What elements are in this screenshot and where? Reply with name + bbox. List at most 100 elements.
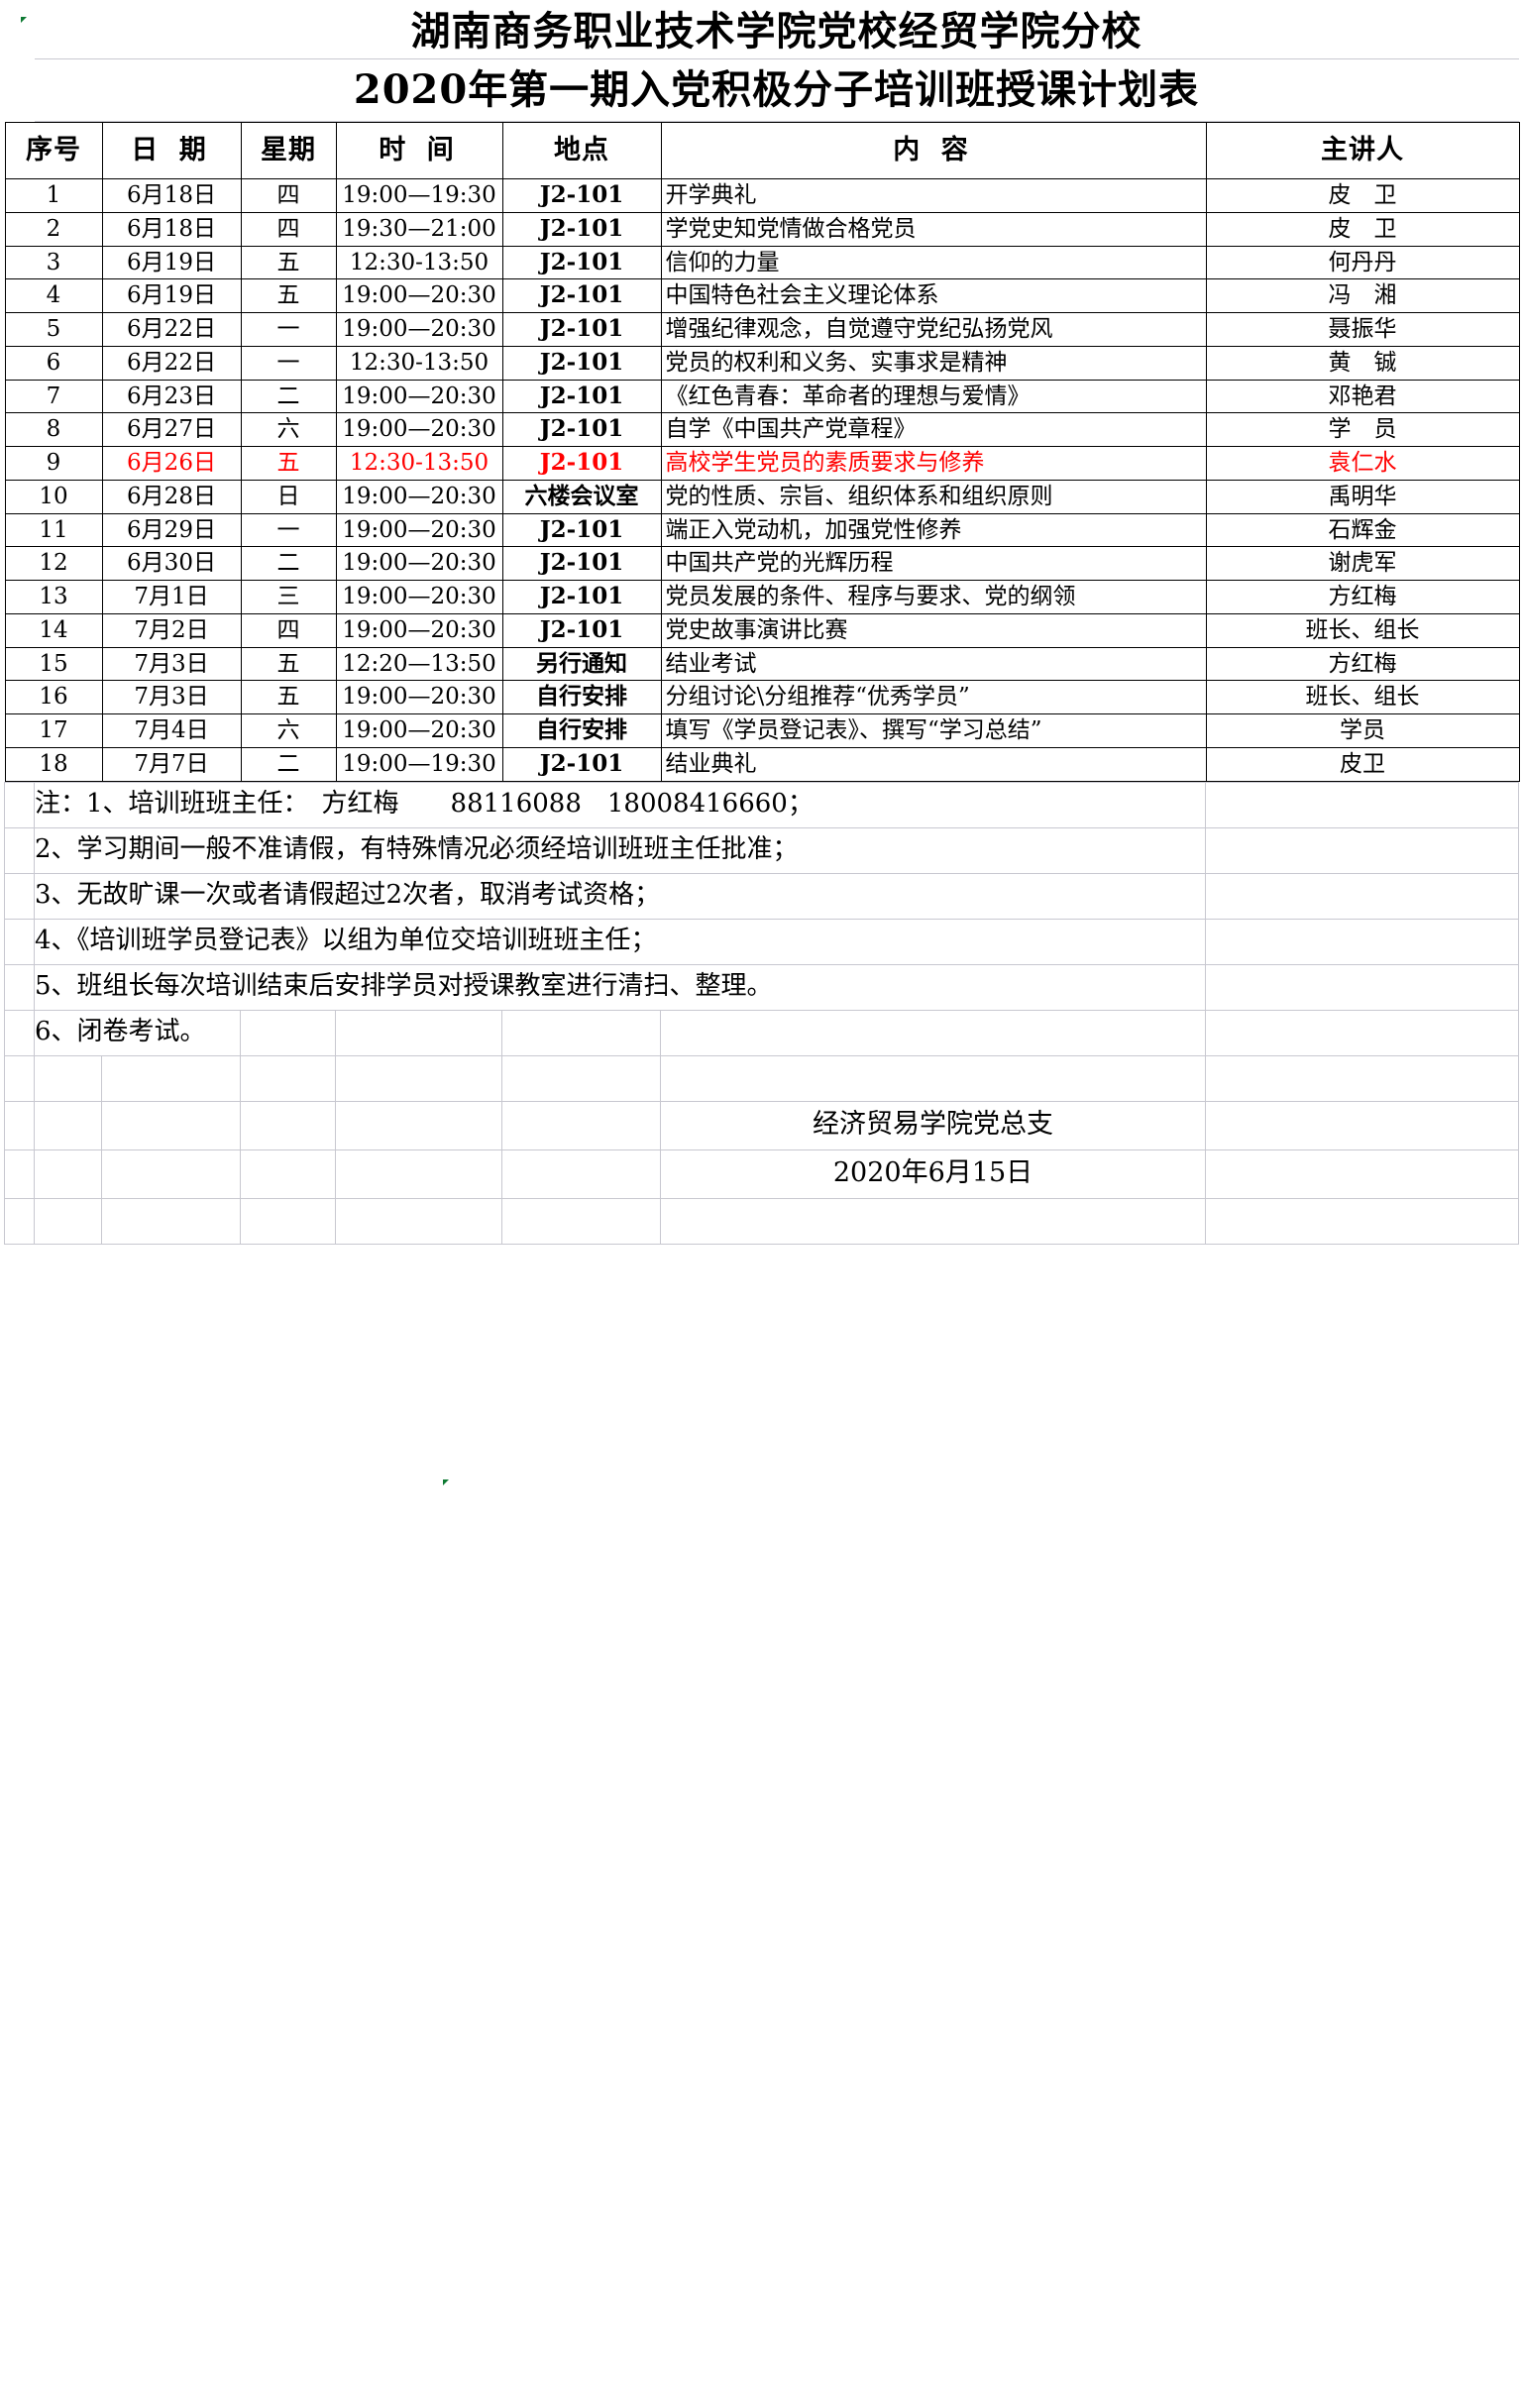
cell-content: 结业典礼 bbox=[660, 746, 1207, 782]
cell-date: 6月27日 bbox=[101, 412, 242, 447]
table-row: 7 6月23日二 19:00—20:30 J2-101 《红色青春：革命者的理想与爱情》… bbox=[4, 379, 1520, 414]
blank-cell bbox=[660, 1197, 1206, 1245]
cell-weekday: 一 bbox=[240, 312, 337, 347]
footer-row-date: 2020年6月15日 bbox=[4, 1149, 1520, 1199]
cell-speaker: 学员 bbox=[1205, 713, 1520, 748]
cell-content: 党的性质、宗旨、组织体系和组织原则 bbox=[660, 479, 1207, 514]
cell-content: 端正入党动机，加强党性修养 bbox=[660, 512, 1207, 548]
cell-speaker: 方红梅 bbox=[1205, 646, 1520, 682]
cell-serial-number: 9 bbox=[4, 446, 103, 481]
cell-date: 6月30日 bbox=[101, 546, 242, 581]
cell-serial-number: 13 bbox=[4, 580, 103, 614]
blank-row bbox=[4, 1197, 1520, 1245]
cell-time: 19:00—20:30 bbox=[335, 580, 503, 614]
table-row: 1 6月18日四 19:00—19:30 J2-101 开学典礼皮 卫 bbox=[4, 178, 1520, 213]
cell-time: 19:00—19:30 bbox=[335, 178, 503, 213]
cell-date: 6月28日 bbox=[101, 479, 242, 514]
cell-place: J2-101 bbox=[501, 580, 662, 614]
cell-time: 12:30-13:50 bbox=[335, 345, 503, 381]
table-header-row: 序号 日 期 星期 时 间 地点 内 容 主讲人 bbox=[4, 122, 1520, 179]
cell-time: 19:00—19:30 bbox=[335, 746, 503, 782]
cell-speaker: 何丹丹 bbox=[1205, 245, 1520, 280]
cell-speaker: 皮卫 bbox=[1205, 746, 1520, 782]
cell-speaker: 邓艳君 bbox=[1205, 379, 1520, 414]
table-row: 8 6月27日六 19:00—20:30 J2-101 自学《中国共产党章程》学 员 bbox=[4, 412, 1520, 447]
note-empty-cell bbox=[240, 1009, 336, 1056]
cell-place: J2-101 bbox=[501, 312, 662, 347]
blank-row bbox=[4, 1054, 1520, 1102]
cell-comment-marker-icon bbox=[21, 17, 27, 23]
cell-date: 7月7日 bbox=[101, 746, 242, 782]
cell-time: 19:00—20:30 bbox=[335, 479, 503, 514]
cell-speaker: 皮 卫 bbox=[1205, 211, 1520, 247]
blank-cell bbox=[4, 1197, 35, 1245]
cell-content: 自学《中国共产党章程》 bbox=[660, 412, 1207, 447]
table-row: 5 6月22日一 19:00—20:30 J2-101 增强纪律观念，自觉遵守党纪弘扬党… bbox=[4, 312, 1520, 347]
cell-time: 19:00—20:30 bbox=[335, 412, 503, 447]
blank-cell bbox=[501, 1197, 661, 1245]
cell-place: J2-101 bbox=[501, 345, 662, 381]
cell-weekday: 一 bbox=[240, 512, 337, 548]
table-row: 11 6月29日一 19:00—20:30 J2-101 端正入党动机，加强党性修养 石辉… bbox=[4, 512, 1520, 548]
table-row: 12 6月30日二 19:00—20:30 J2-101 中国共产党的光辉历程 谢虎军 bbox=[4, 546, 1520, 581]
cell-serial-number: 4 bbox=[4, 278, 103, 313]
schedule-table-row: 序号 日 期 星期 时 间 地点 内 容 主讲人 1 6月18日四 19:00—19… bbox=[4, 121, 1520, 782]
header-content: 内 容 bbox=[660, 122, 1207, 179]
cell-content: 中国特色社会主义理论体系 bbox=[660, 278, 1207, 313]
cell-weekday: 三 bbox=[240, 580, 337, 614]
cell-speaker: 方红梅 bbox=[1205, 580, 1520, 614]
schedule-table: 序号 日 期 星期 时 间 地点 内 容 主讲人 1 6月18日四 19:00—19… bbox=[4, 122, 1520, 782]
blank-cell bbox=[335, 1197, 502, 1245]
cell-content: 高校学生党员的素质要求与修养 bbox=[660, 446, 1207, 481]
cell-weekday: 四 bbox=[240, 612, 337, 648]
footer-blank bbox=[501, 1100, 661, 1150]
cell-weekday: 四 bbox=[240, 211, 337, 247]
header-speaker: 主讲人 bbox=[1205, 122, 1520, 179]
footer-date: 2020年6月15日 bbox=[660, 1149, 1206, 1199]
cell-serial-number: 14 bbox=[4, 612, 103, 648]
table-row: 17 7月4日六 19:00—20:30 自行安排 填写《学员登记表》、撰写“学习总结”… bbox=[4, 713, 1520, 748]
cell-place: J2-101 bbox=[501, 446, 662, 481]
blank-cell bbox=[34, 1054, 102, 1102]
cell-place: 自行安排 bbox=[501, 713, 662, 748]
cell-weekday: 一 bbox=[240, 345, 337, 381]
cell-time: 12:20—13:50 bbox=[335, 646, 503, 682]
footer-organization: 经济贸易学院党总支 bbox=[660, 1100, 1206, 1150]
footer-blank bbox=[101, 1100, 241, 1150]
note-empty-cell bbox=[660, 1009, 1206, 1056]
note-gutter bbox=[4, 872, 35, 920]
table-row: 3 6月19日五 12:30-13:50 J2-101 信仰的力量 何丹丹 bbox=[4, 245, 1520, 280]
note-right-pad bbox=[1204, 963, 1520, 1011]
cell-weekday: 五 bbox=[240, 646, 337, 682]
cell-weekday: 二 bbox=[240, 379, 337, 414]
note-right-pad bbox=[1204, 826, 1520, 874]
note-right-pad bbox=[1204, 918, 1520, 965]
cell-content: 党员发展的条件、程序与要求、党的纲领 bbox=[660, 580, 1207, 614]
cell-weekday: 六 bbox=[240, 713, 337, 748]
cell-speaker: 皮 卫 bbox=[1205, 178, 1520, 213]
cell-date: 7月1日 bbox=[101, 580, 242, 614]
blank-cell bbox=[101, 1197, 241, 1245]
cell-time: 19:00—20:30 bbox=[335, 680, 503, 714]
spreadsheet-sheet: 湖南商务职业技术学院党校经贸学院分校 2020年第一期入党积极分子培训班授课计划… bbox=[0, 4, 1522, 2408]
note-gutter bbox=[4, 963, 35, 1011]
header-time: 时 间 bbox=[335, 122, 503, 179]
cell-time: 19:00—20:30 bbox=[335, 546, 503, 581]
cell-content: 《红色青春：革命者的理想与爱情》 bbox=[660, 379, 1207, 414]
blank-cell bbox=[335, 1054, 502, 1102]
cell-date: 6月19日 bbox=[101, 278, 242, 313]
table-row: 18 7月7日二 19:00—19:30 J2-101 结业典礼 皮卫 bbox=[4, 746, 1520, 782]
cell-speaker: 黄 铖 bbox=[1205, 345, 1520, 381]
blank-cell bbox=[101, 1054, 241, 1102]
footer-blank bbox=[335, 1149, 502, 1199]
note-row: 3、无故旷课一次或者请假超过2次者，取消考试资格； bbox=[4, 872, 1520, 920]
cell-place: J2-101 bbox=[501, 746, 662, 782]
cell-time: 19:00—20:30 bbox=[335, 379, 503, 414]
footer-blank bbox=[501, 1149, 661, 1199]
cell-weekday: 四 bbox=[240, 178, 337, 213]
cell-weekday: 五 bbox=[240, 680, 337, 714]
cell-comment-marker-icon-2 bbox=[443, 1479, 449, 1485]
cell-serial-number: 8 bbox=[4, 412, 103, 447]
header-weekday: 星期 bbox=[240, 122, 337, 179]
title-left-spacer bbox=[4, 4, 35, 59]
